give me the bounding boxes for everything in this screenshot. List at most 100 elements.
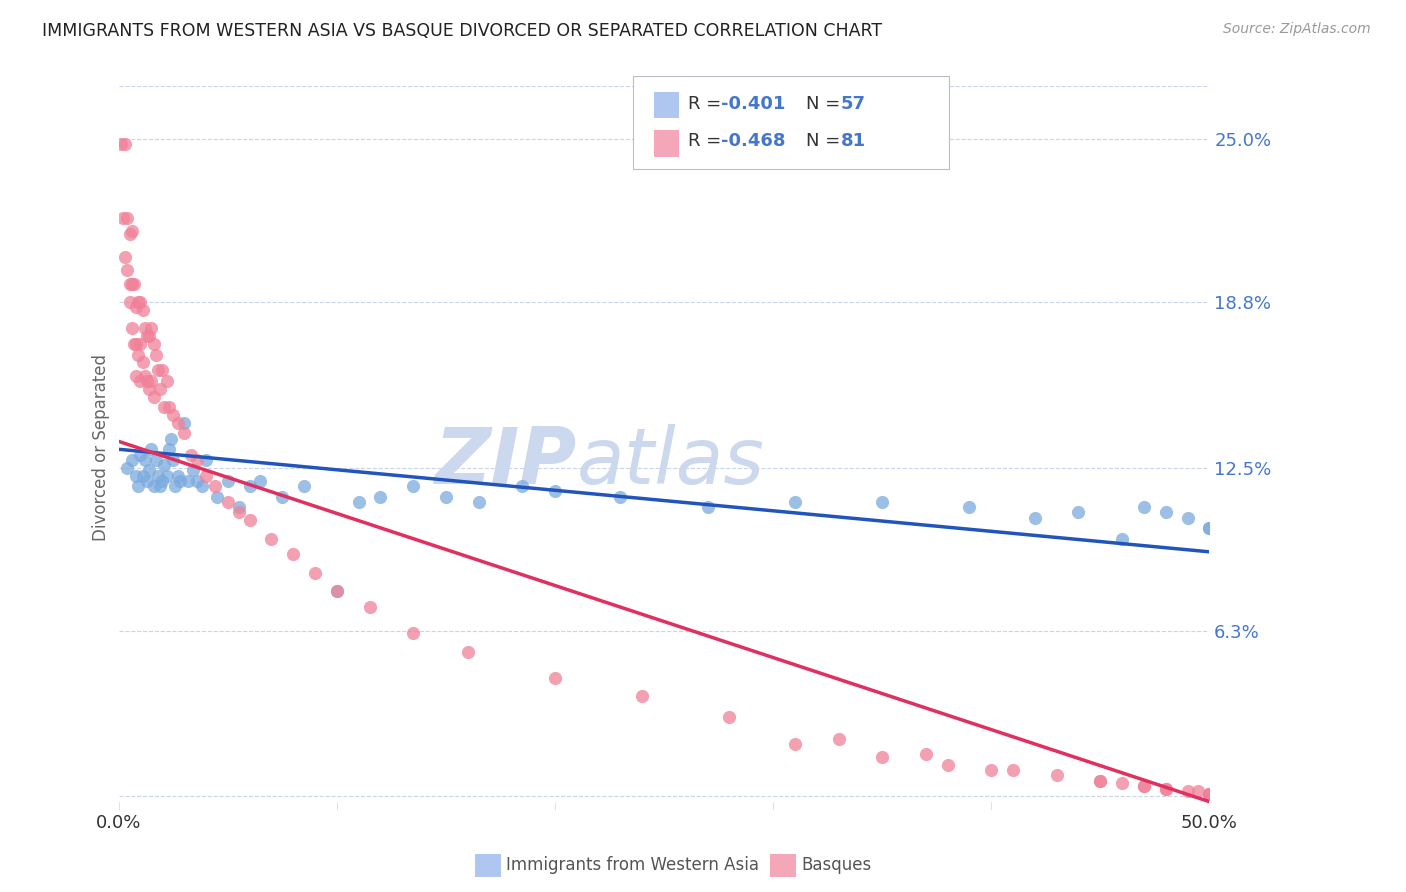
Point xyxy=(121,277,143,291)
Point xyxy=(157,442,180,457)
Point xyxy=(186,474,208,488)
Point xyxy=(173,416,195,430)
Point xyxy=(162,408,184,422)
Point xyxy=(1111,776,1133,790)
Text: Basques: Basques xyxy=(801,856,872,874)
Point xyxy=(131,302,153,317)
Point xyxy=(347,495,370,509)
Point xyxy=(121,452,143,467)
Point xyxy=(165,479,187,493)
Point xyxy=(122,277,145,291)
Point xyxy=(125,468,148,483)
Point xyxy=(696,500,718,515)
Point xyxy=(138,382,160,396)
Point xyxy=(434,490,457,504)
Point xyxy=(141,442,163,457)
Text: ZIP: ZIP xyxy=(434,425,576,500)
Point xyxy=(142,337,165,351)
Point xyxy=(292,479,315,493)
Point xyxy=(186,452,208,467)
Point xyxy=(150,363,173,377)
Point xyxy=(228,500,250,515)
Point xyxy=(631,690,654,704)
Point xyxy=(783,495,806,509)
Point xyxy=(326,584,349,599)
Point xyxy=(118,227,141,241)
Point xyxy=(1187,784,1209,798)
Point xyxy=(936,757,959,772)
Point xyxy=(1198,521,1220,535)
Point xyxy=(467,495,489,509)
Point xyxy=(142,479,165,493)
Point xyxy=(326,584,349,599)
Point xyxy=(1198,787,1220,801)
Point xyxy=(1177,510,1199,524)
Point xyxy=(1090,773,1112,788)
Point xyxy=(402,626,425,640)
Point xyxy=(127,295,149,310)
Y-axis label: Divorced or Separated: Divorced or Separated xyxy=(93,354,110,541)
Point xyxy=(957,500,980,515)
Point xyxy=(194,452,217,467)
Point xyxy=(1133,500,1156,515)
Text: Immigrants from Western Asia: Immigrants from Western Asia xyxy=(506,856,759,874)
Point xyxy=(238,513,260,527)
Point xyxy=(249,474,271,488)
Point xyxy=(370,490,392,504)
Point xyxy=(1154,505,1177,519)
Point xyxy=(142,390,165,404)
Point xyxy=(173,426,195,441)
Point xyxy=(145,348,167,362)
Text: R =: R = xyxy=(688,95,727,113)
Point xyxy=(134,452,156,467)
Point xyxy=(457,645,479,659)
Point xyxy=(827,731,849,746)
Point xyxy=(177,474,200,488)
Point xyxy=(544,484,567,499)
Point xyxy=(121,224,143,238)
Text: N =: N = xyxy=(806,132,845,150)
Text: atlas: atlas xyxy=(576,425,765,500)
Point xyxy=(1198,521,1220,535)
Point xyxy=(1002,763,1025,777)
Point xyxy=(260,532,283,546)
Point xyxy=(129,374,152,388)
Point xyxy=(129,448,152,462)
Point xyxy=(136,474,159,488)
Point xyxy=(125,337,148,351)
Point xyxy=(125,368,148,383)
Point xyxy=(134,321,156,335)
Point xyxy=(146,363,169,377)
Point xyxy=(402,479,425,493)
Point xyxy=(150,474,173,488)
Point xyxy=(238,479,260,493)
Point xyxy=(718,710,741,724)
Point xyxy=(1046,768,1069,782)
Point xyxy=(166,416,188,430)
Point xyxy=(228,505,250,519)
Point xyxy=(1198,787,1220,801)
Point xyxy=(118,295,141,310)
Point xyxy=(125,300,148,314)
Text: -0.401: -0.401 xyxy=(721,95,786,113)
Point xyxy=(145,452,167,467)
Point xyxy=(131,468,153,483)
Text: 81: 81 xyxy=(841,132,866,150)
Point xyxy=(304,566,326,580)
Point xyxy=(127,348,149,362)
Point xyxy=(1024,510,1046,524)
Point xyxy=(162,452,184,467)
Point xyxy=(204,479,226,493)
Point xyxy=(149,382,172,396)
Point xyxy=(914,747,936,762)
Point xyxy=(156,468,179,483)
Text: -0.468: -0.468 xyxy=(721,132,786,150)
Point xyxy=(1111,532,1133,546)
Point xyxy=(1090,773,1112,788)
Point xyxy=(138,329,160,343)
Point xyxy=(153,400,176,414)
Point xyxy=(870,750,893,764)
Point xyxy=(118,277,141,291)
Point xyxy=(114,137,136,152)
Point xyxy=(205,490,228,504)
